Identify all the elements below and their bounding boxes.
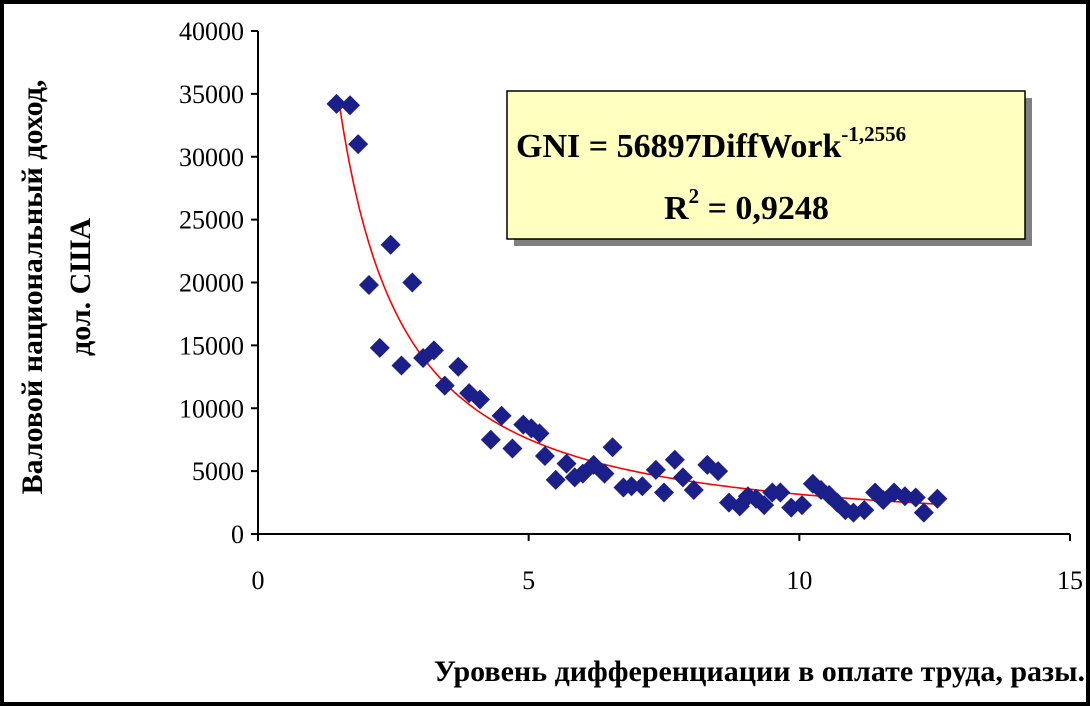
data-point [391, 355, 412, 376]
data-point [380, 234, 401, 255]
chart-canvas: 0 5000 10000 15000 20000 25000 30000 35000 40000… [4, 4, 1086, 702]
scatter-chart: 0 5000 10000 15000 20000 25000 30000 35000 40000… [16, 17, 1085, 688]
data-point [529, 423, 550, 444]
data-point [854, 500, 875, 521]
data-point [434, 375, 455, 396]
data-point [672, 467, 693, 488]
data-point [469, 389, 490, 410]
data-point [632, 476, 653, 497]
data-point [708, 461, 729, 482]
data-point [340, 95, 361, 116]
y-tick-label: 20000 [179, 269, 244, 298]
y-tick-label: 30000 [179, 143, 244, 172]
y-tick-label: 40000 [179, 17, 244, 46]
y-tick-label: 5000 [192, 457, 244, 486]
data-point [621, 476, 642, 497]
data-point [423, 340, 444, 361]
x-ticks: 0 5 10 15 [252, 534, 1083, 595]
x-tick-label: 15 [1057, 566, 1083, 595]
data-point [358, 275, 379, 296]
y-axis-title-line1: Валовой национальный доход, [16, 80, 49, 495]
y-axis-title-line2: дол. США [64, 218, 97, 356]
data-point [502, 438, 523, 459]
data-point [556, 453, 577, 474]
data-point [645, 459, 666, 480]
data-point [664, 449, 685, 470]
data-point [480, 429, 501, 450]
data-point [770, 482, 791, 503]
data-point [913, 502, 934, 523]
data-point [402, 272, 423, 293]
y-tick-label: 10000 [179, 394, 244, 423]
x-axis-title: Уровень дифференциации в оплате труда, р… [434, 655, 1085, 688]
y-tick-label: 15000 [179, 331, 244, 360]
x-tick-label: 5 [522, 566, 535, 595]
y-tick-label: 35000 [179, 80, 244, 109]
data-point [905, 487, 926, 508]
y-ticks: 0 5000 10000 15000 20000 25000 30000 35000 40000 [179, 17, 258, 549]
data-point [602, 437, 623, 458]
r-squared-label: R2 = 0,9248 [664, 184, 829, 227]
x-tick-label: 0 [252, 566, 265, 595]
data-point [594, 463, 615, 484]
data-point [534, 446, 555, 467]
data-points [326, 93, 948, 523]
data-point [491, 405, 512, 426]
data-point [545, 469, 566, 490]
data-point [792, 495, 813, 516]
equation-box-frame [506, 90, 1026, 240]
data-point [348, 134, 369, 155]
x-tick-label: 10 [786, 566, 812, 595]
equation-box: GNI = 56897DiffWork-1,2556 R2 = 0,9248 [506, 90, 1032, 246]
data-point [754, 495, 775, 516]
data-point [927, 488, 948, 509]
y-tick-label: 0 [231, 520, 244, 549]
data-point [683, 479, 704, 500]
data-point [369, 337, 390, 358]
data-point [326, 93, 347, 114]
data-point [654, 482, 674, 503]
data-point [448, 356, 469, 377]
y-axis-title: Валовой национальный доход, дол. США [16, 80, 97, 495]
trendline-equation: GNI = 56897DiffWork-1,2556 [516, 122, 906, 165]
y-tick-label: 25000 [179, 206, 244, 235]
